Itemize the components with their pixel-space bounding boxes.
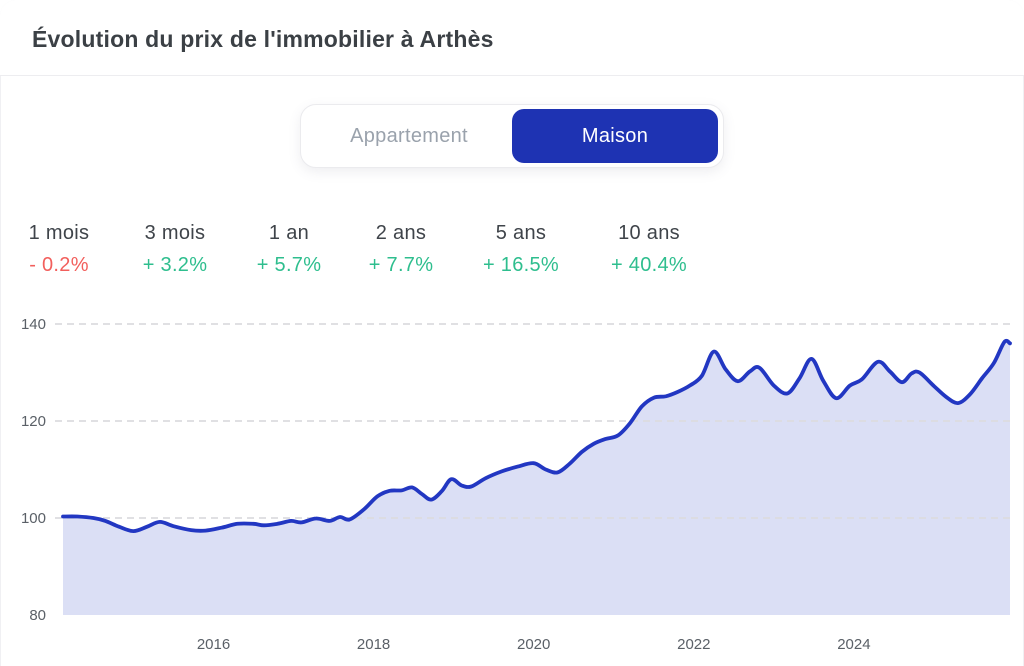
stat-value: + 40.4% — [610, 254, 688, 276]
stat-5-ans: 5 ans + 16.5% — [480, 221, 562, 277]
x-axis-tick: 2018 — [357, 636, 390, 653]
y-axis-tick: 140 — [21, 316, 46, 333]
stat-value: + 16.5% — [482, 254, 560, 276]
stat-label: 1 an — [268, 222, 310, 244]
stat-label: 2 ans — [375, 222, 427, 244]
tab-appartement[interactable]: Appartement — [306, 109, 512, 163]
x-axis-tick: 2020 — [517, 636, 550, 653]
stat-label: 3 mois — [144, 222, 206, 244]
price-evolution-chart: 80 100 120 140 2016 2018 2020 2022 2024 — [0, 306, 1024, 666]
tab-maison[interactable]: Maison — [512, 109, 718, 163]
x-axis-tick: 2024 — [837, 636, 870, 653]
price-line — [61, 338, 1012, 533]
stat-value: - 0.2% — [29, 254, 89, 276]
stat-label: 1 mois — [28, 222, 90, 244]
y-axis-tick: 120 — [21, 413, 46, 430]
stat-2-ans: 2 ans + 7.7% — [368, 221, 434, 277]
stat-value: + 7.7% — [368, 254, 434, 276]
stat-value: + 5.7% — [256, 254, 322, 276]
stat-10-ans: 10 ans + 40.4% — [608, 221, 690, 277]
card-header: Évolution du prix de l'immobilier à Arth… — [0, 0, 1024, 76]
stat-label: 5 ans — [495, 222, 547, 244]
stat-1-mois: 1 mois - 0.2% — [24, 221, 94, 277]
stat-label: 10 ans — [618, 222, 680, 244]
price-change-stats: 1 mois - 0.2% 3 mois + 3.2% 1 an + 5.7% … — [24, 221, 690, 277]
stat-3-mois: 3 mois + 3.2% — [140, 221, 210, 277]
page-title: Évolution du prix de l'immobilier à Arth… — [32, 26, 494, 52]
y-axis-tick: 80 — [29, 607, 46, 624]
area-chart-svg: 80 100 120 140 2016 2018 2020 2022 2024 — [21, 316, 1014, 653]
area-fill — [63, 340, 1010, 615]
y-axis-tick: 100 — [21, 510, 46, 527]
x-axis-tick: 2022 — [677, 636, 710, 653]
stat-1-an: 1 an + 5.7% — [256, 221, 322, 277]
x-axis-tick: 2016 — [197, 636, 230, 653]
stat-value: + 3.2% — [142, 254, 208, 276]
property-type-toggle: Appartement Maison — [300, 104, 724, 168]
